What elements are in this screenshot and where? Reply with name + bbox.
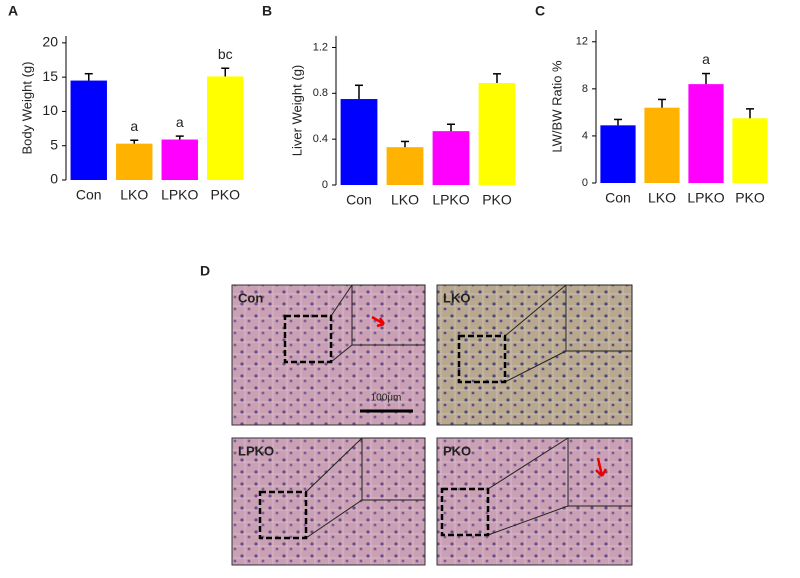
x-tick-label: PKO xyxy=(735,190,765,206)
y-tick-label: 20 xyxy=(42,34,58,50)
zoom-region xyxy=(457,334,507,384)
y-tick-label: 5 xyxy=(50,136,58,152)
significance-label: a xyxy=(130,118,138,134)
bar xyxy=(386,147,424,185)
zoom-line xyxy=(487,437,569,490)
micrograph-label: LKO xyxy=(443,290,470,305)
y-tick-label: 0 xyxy=(582,177,588,189)
bar xyxy=(600,125,636,183)
zoom-line xyxy=(504,350,567,383)
bar xyxy=(432,131,470,185)
y-tick-label: 15 xyxy=(42,68,58,84)
x-tick-label: LPKO xyxy=(161,187,198,203)
significance-label: a xyxy=(176,114,184,130)
x-tick-label: LKO xyxy=(391,192,419,208)
y-tick-label: 0 xyxy=(50,171,58,187)
x-tick-label: LPKO xyxy=(432,192,469,208)
y-tick-label: 8 xyxy=(582,83,588,95)
zoom-region xyxy=(283,314,333,364)
scale-bar-label: 100μm xyxy=(371,393,402,404)
panel-letter: A xyxy=(8,3,18,19)
x-tick-label: LPKO xyxy=(687,190,724,206)
bar xyxy=(478,82,516,185)
zoom-line xyxy=(305,437,363,493)
y-tick-label: 10 xyxy=(42,102,58,118)
bar xyxy=(732,118,768,183)
bar xyxy=(70,80,107,180)
significance-label: a xyxy=(702,51,710,67)
panel-letter: B xyxy=(262,3,272,19)
x-tick-label: LKO xyxy=(120,187,148,203)
bar xyxy=(644,107,680,183)
micrograph-label: LPKO xyxy=(238,443,274,458)
x-tick-label: PKO xyxy=(210,187,240,203)
zoom-inset xyxy=(361,437,426,501)
significance-label: bc xyxy=(218,46,233,62)
y-axis-label: Liver Weight (g) xyxy=(289,65,304,157)
arrow xyxy=(371,315,386,328)
x-tick-label: Con xyxy=(76,187,102,203)
zoom-line xyxy=(330,344,353,363)
zoom-line xyxy=(305,499,363,539)
x-tick-label: Con xyxy=(346,192,372,208)
y-axis-label: LW/BW Ratio % xyxy=(549,60,564,153)
zoom-inset xyxy=(565,284,633,352)
micrograph-label: PKO xyxy=(443,443,471,458)
zoom-inset xyxy=(351,284,426,346)
micrograph-panel: D Con LKO LPKO PKO 100μm xyxy=(200,263,633,566)
x-tick-label: LKO xyxy=(648,190,676,206)
x-tick-label: Con xyxy=(605,190,631,206)
zoom-line xyxy=(330,284,353,317)
y-tick-label: 0.4 xyxy=(313,133,328,145)
bar xyxy=(116,143,153,180)
zoom-line xyxy=(487,505,569,536)
panel-letter: D xyxy=(200,263,210,279)
bar xyxy=(161,139,198,180)
bar xyxy=(688,84,724,183)
bar xyxy=(340,99,378,185)
y-axis-label: Body Weight (g) xyxy=(19,62,34,155)
x-tick-label: PKO xyxy=(482,192,512,208)
y-tick-label: 4 xyxy=(582,130,588,142)
arrow xyxy=(595,457,608,477)
zoom-line xyxy=(504,284,567,337)
y-tick-label: 12 xyxy=(576,36,588,48)
zoom-region xyxy=(258,490,308,540)
y-tick-label: 0.8 xyxy=(313,87,328,99)
y-tick-label: 1.2 xyxy=(313,41,328,53)
zoom-region xyxy=(440,487,490,537)
panel-letter: C xyxy=(535,3,545,19)
micrograph-label: Con xyxy=(238,290,263,305)
y-tick-label: 0 xyxy=(322,179,328,191)
bar xyxy=(207,76,244,180)
